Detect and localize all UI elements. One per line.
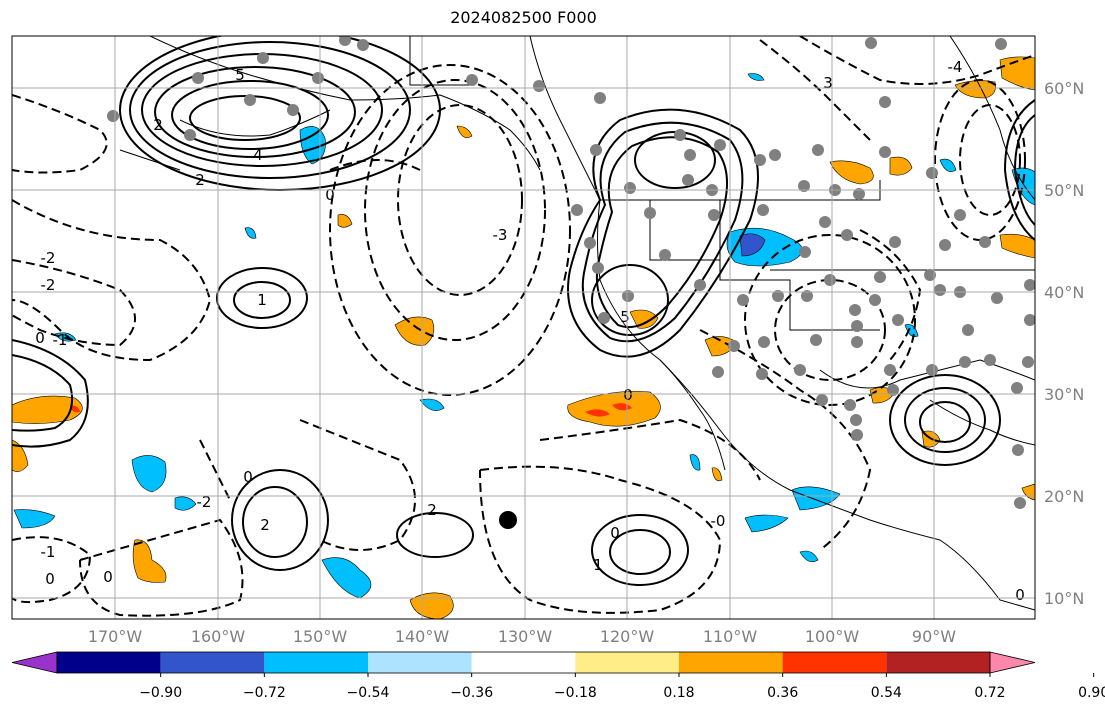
positive-anomaly-shading (12, 56, 1035, 619)
contour-label: 0 (103, 568, 113, 586)
lon-label: 170°W (88, 627, 143, 646)
contour-label: -2 (41, 276, 56, 294)
contour-label: 5 (235, 66, 245, 84)
colorbar-segment (679, 652, 783, 673)
contour-label: 3 (823, 74, 833, 92)
contour-label: 1 (257, 291, 267, 309)
contour-label: -4 (948, 58, 963, 76)
colorbar-tick-label: 0.54 (871, 685, 902, 701)
colorbar-tick-label: 0.36 (767, 685, 798, 701)
contour-label: 0 (1015, 586, 1025, 604)
map-frame (11, 35, 1036, 620)
colorbar-segment (471, 652, 576, 673)
storm-marker (499, 511, 517, 529)
colorbar-tick-label: −0.90 (139, 685, 182, 701)
contour-label: 2 (427, 501, 437, 519)
lat-label: 10°N (1044, 589, 1084, 608)
contour-label: -2 (41, 249, 56, 267)
lon-label: 90°W (912, 627, 956, 646)
contour-label: -1 (53, 331, 68, 349)
negative-anomaly-shading (13, 73, 1035, 599)
lat-label: 60°N (1044, 79, 1084, 98)
colorbar-segment (886, 652, 990, 673)
colorbar-tick-label: 0.18 (663, 685, 694, 701)
contour-label: 2 (195, 171, 205, 189)
contour-label: 2 (260, 516, 270, 534)
colorbar-segment (575, 652, 679, 673)
contour-label: 5 (620, 308, 630, 326)
colorbar-segment (782, 652, 887, 673)
contour-label: 0 (623, 386, 633, 404)
lon-label: 100°W (805, 627, 860, 646)
longitude-labels: 170°W 160°W 150°W 140°W 130°W 120°W 110°W 100°W… (88, 627, 956, 646)
contour-label: 0 (243, 468, 253, 486)
contour-label: 0 (325, 186, 335, 204)
contour-label: -2 (197, 493, 212, 511)
colorbar-segment (264, 652, 368, 673)
dashed-contours (12, 36, 1035, 617)
colorbar-tick-label: −0.18 (554, 685, 597, 701)
colorbar-segment (368, 652, 472, 673)
latitude-labels: 60°N 50°N 40°N 30°N 20°N 10°N (1044, 79, 1084, 608)
lon-label: 130°W (498, 627, 553, 646)
contour-label: 2 (153, 116, 163, 134)
lon-label: 160°W (191, 627, 246, 646)
contour-label: -0 (711, 512, 726, 530)
graticule (12, 36, 1035, 619)
colorbar-segment (160, 652, 265, 673)
contour-label: 1 (593, 556, 603, 574)
colorbar-tick-label: 0.72 (974, 685, 1005, 701)
contour-label: 0 (35, 329, 45, 347)
lon-label: 140°W (395, 627, 450, 646)
colorbar-segment (57, 652, 161, 673)
contour-label: 4 (253, 146, 263, 164)
map-title: 2024082500 F000 (450, 8, 597, 27)
colorbar-tick-label: −0.54 (347, 685, 390, 701)
colorbar-max-extend (989, 651, 1036, 674)
contour-label: 0 (45, 570, 55, 588)
colorbar-min-extend (11, 651, 58, 674)
lon-label: 120°W (600, 627, 655, 646)
colorbar-tick-label: −0.72 (243, 685, 286, 701)
lon-label: 110°W (703, 627, 758, 646)
lat-label: 20°N (1044, 487, 1084, 506)
colorbar: −0.90 −0.72 −0.54 −0.36 −0.18 0.18 0.36 0.54 0.7… (11, 651, 1105, 701)
lat-label: 40°N (1044, 283, 1084, 302)
lat-label: 50°N (1044, 181, 1084, 200)
colorbar-tick-label: −0.36 (450, 685, 493, 701)
contour-label: -1 (41, 543, 56, 561)
lat-label: 30°N (1044, 385, 1084, 404)
colorbar-tick-label: 0.90 (1078, 685, 1105, 701)
contour-label: -3 (493, 226, 508, 244)
station-markers (107, 36, 1035, 509)
contour-label: 0 (610, 524, 620, 542)
lon-label: 150°W (293, 627, 348, 646)
